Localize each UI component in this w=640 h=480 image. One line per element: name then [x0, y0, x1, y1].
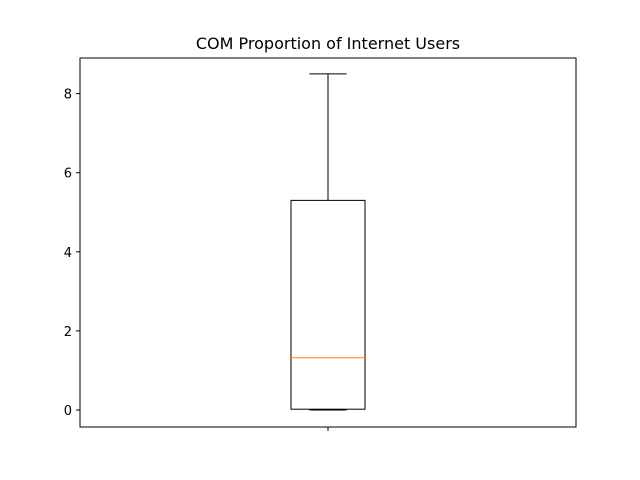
box-group	[290, 73, 366, 411]
box-item	[290, 73, 366, 411]
chart-title: COM Proportion of Internet Users	[196, 34, 460, 53]
y-tick-label: 4	[64, 246, 72, 261]
y-tick-label: 2	[64, 325, 72, 340]
y-axis: 0 2 4 6 8	[64, 88, 80, 419]
y-tick-label: 0	[64, 404, 72, 419]
y-tick-label: 6	[64, 167, 72, 182]
iqr-box	[290, 199, 366, 410]
y-tick-label: 8	[64, 88, 72, 103]
